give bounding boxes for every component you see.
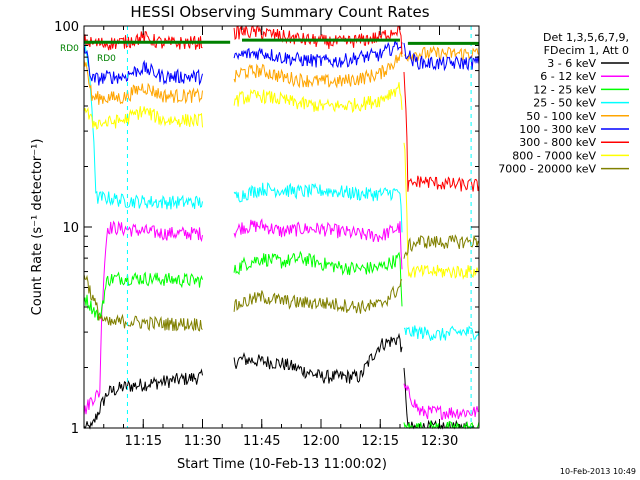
x-tick-label: 11:45 — [243, 434, 280, 449]
series-line-800-7000-kev — [83, 82, 480, 280]
series-line-100-300-kev — [83, 39, 480, 86]
series-line-25-50-kev — [83, 34, 480, 341]
series-line-6-12-kev — [83, 218, 480, 420]
legend-label: 50 - 100 keV — [526, 110, 596, 123]
footer-date: 10-Feb-2013 10:49 — [560, 467, 636, 476]
annotation-rd0-b: RD0 — [97, 54, 116, 64]
legend-label: 3 - 6 keV — [547, 57, 596, 70]
x-tick-label: 11:30 — [184, 434, 221, 449]
x-axis: 11:15 11:30 11:45 12:00 12:15 12:30 — [103, 26, 460, 449]
legend-label: 7000 - 20000 keV — [498, 163, 596, 176]
x-tick-label: 12:30 — [421, 434, 458, 449]
legend-label: 100 - 300 keV — [519, 123, 596, 136]
legend-label: 12 - 25 keV — [533, 83, 596, 96]
x-axis-label: Start Time (10-Feb-13 11:00:02) — [177, 457, 387, 472]
y-axis: 1 10 100 — [54, 20, 479, 437]
reference-line-layer — [84, 38, 479, 45]
y-tick-label: 1 — [71, 422, 79, 437]
legend-label: 6 - 12 keV — [540, 70, 596, 83]
series-line-7000-20000-kev — [83, 234, 480, 332]
x-tick-label: 12:00 — [302, 434, 339, 449]
legend-label: 25 - 50 keV — [533, 97, 596, 110]
x-tick-label: 12:15 — [362, 434, 399, 449]
y-axis-label: Count Rate (s⁻¹ detector⁻¹) — [30, 139, 45, 316]
legend-header-line-1: Det 1,3,5,6,7,9, — [543, 31, 629, 44]
legend-header-line-2: FDecim 1, Att 0 — [544, 44, 629, 57]
x-tick-label: 11:15 — [125, 434, 162, 449]
legend-label: 800 - 7000 keV — [512, 149, 596, 162]
series-line-50-100-kev — [83, 45, 480, 105]
y-tick-label: 10 — [62, 221, 79, 236]
legend-label: 300 - 800 keV — [519, 136, 596, 149]
legend: Det 1,3,5,6,7,9, FDecim 1, Att 0 3 - 6 k… — [498, 31, 629, 176]
annotation-rd0-a: RD0 — [60, 44, 79, 54]
y-tick-label: 100 — [54, 20, 79, 35]
chart-title: HESSI Observing Summary Count Rates — [130, 3, 429, 21]
